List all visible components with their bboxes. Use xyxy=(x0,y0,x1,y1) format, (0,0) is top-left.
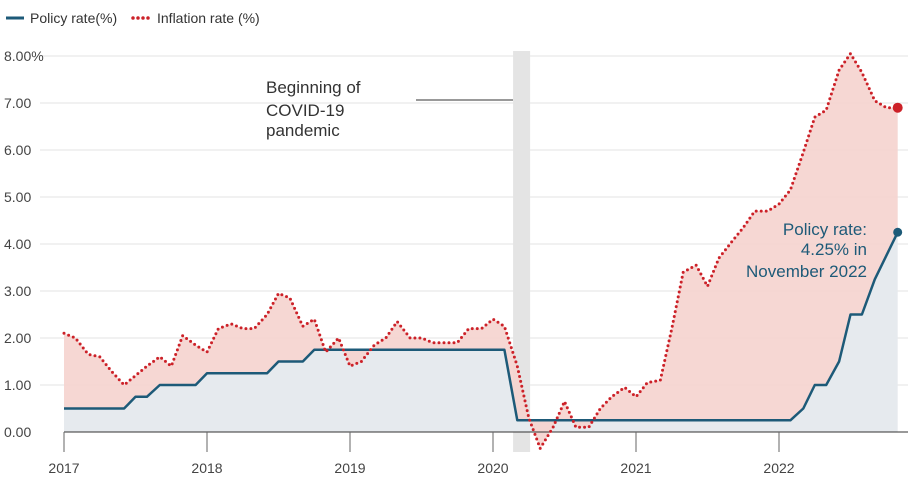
policy-annotation-line-3: November 2022 xyxy=(746,262,867,281)
covid-annotation-line-3: pandemic xyxy=(266,121,340,140)
y-tick-label: 2.00 xyxy=(4,330,31,346)
y-axis-ticks: 0.00 1.00 2.00 3.00 4.00 5.00 6.00 7.00 8.00% xyxy=(4,48,44,440)
y-tick-label: 3.00 xyxy=(4,283,31,299)
legend-inflation-label: Inflation rate (%) xyxy=(157,10,260,26)
y-tick-label: 0.00 xyxy=(4,424,31,440)
covid-band xyxy=(513,51,531,452)
covid-annotation: Beginning of COVID-19 pandemic xyxy=(266,78,513,140)
x-tick-label: 2022 xyxy=(763,460,794,476)
x-tick-label: 2017 xyxy=(48,460,79,476)
y-tick-label: 6.00 xyxy=(4,142,31,158)
x-tick-label: 2020 xyxy=(477,460,508,476)
policy-annotation-line-1: Policy rate: xyxy=(783,220,867,239)
policy-rate-area xyxy=(64,232,898,432)
area-fills xyxy=(64,53,898,449)
covid-period-band xyxy=(513,51,531,452)
series-lines xyxy=(62,52,900,450)
policy-annotation-line-2: 4.25% in xyxy=(801,240,867,259)
y-tick-label: 4.00 xyxy=(4,236,31,252)
policy-rate-annotation: Policy rate: 4.25% in November 2022 xyxy=(746,220,867,281)
covid-annotation-line-2: COVID-19 xyxy=(266,101,344,120)
x-tick-label: 2018 xyxy=(191,460,222,476)
inflation-rate-line xyxy=(62,52,900,450)
y-tick-label: 7.00 xyxy=(4,95,31,111)
y-tick-label: 5.00 xyxy=(4,189,31,205)
x-tick-label: 2019 xyxy=(334,460,365,476)
y-tick-label: 1.00 xyxy=(4,377,31,393)
inflation-rate-end-marker xyxy=(892,102,903,113)
x-axis-ticks: 2017 2018 2019 2020 2021 2022 xyxy=(48,432,795,476)
inflation-gap-area xyxy=(64,53,898,449)
x-tick-label: 2021 xyxy=(620,460,651,476)
covid-annotation-line-1: Beginning of xyxy=(266,78,361,97)
legend: Policy rate(%) Inflation rate (%) xyxy=(6,10,260,26)
y-tick-label: 8.00% xyxy=(4,48,44,64)
policy-rate-end-marker xyxy=(893,227,903,237)
policy-rate-line xyxy=(64,231,899,422)
legend-policy-label: Policy rate(%) xyxy=(30,10,117,26)
end-markers xyxy=(892,102,903,237)
